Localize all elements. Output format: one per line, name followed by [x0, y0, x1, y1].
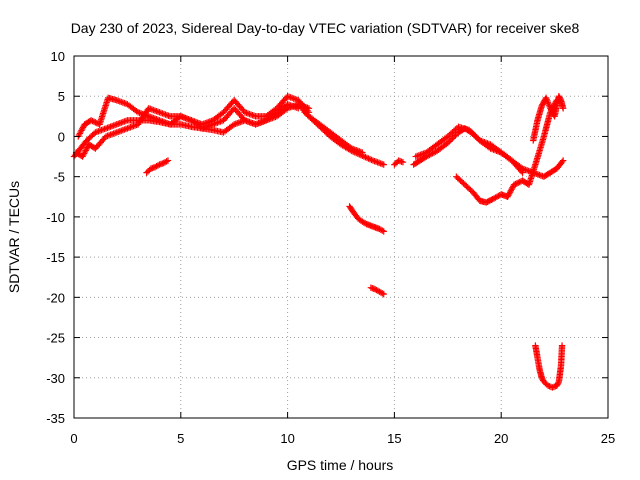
y-tick-label: 10: [51, 49, 65, 64]
data-point: [380, 290, 387, 298]
y-tick-label: -5: [53, 170, 65, 185]
series-track-k: [412, 123, 526, 176]
y-axis-label: SDTVAR / TECUs: [6, 181, 22, 293]
data-point: [449, 135, 456, 142]
series-track-h: [367, 284, 387, 298]
data-point: [559, 105, 567, 112]
data-point: [359, 149, 366, 156]
data-point: [363, 154, 371, 162]
x-tick-label: 5: [177, 431, 184, 446]
x-axis-label: GPS time / hours: [287, 457, 394, 473]
data-point: [450, 133, 458, 141]
data-point: [399, 158, 407, 166]
series-track-g: [346, 203, 387, 235]
series-track-e: [295, 101, 366, 156]
data-point: [447, 130, 455, 137]
data-point: [519, 169, 526, 176]
data-point: [380, 228, 387, 235]
data-point: [467, 128, 474, 135]
data-point: [90, 118, 98, 125]
y-tick-label: -10: [46, 210, 65, 225]
data-point: [379, 290, 386, 297]
series-track-n: [532, 342, 566, 391]
data-point: [473, 134, 480, 141]
series-track-m: [530, 93, 567, 144]
data-point: [450, 127, 458, 135]
data-point: [470, 131, 477, 138]
data-point: [469, 129, 476, 137]
y-tick-label: -30: [46, 371, 65, 386]
x-tick-label: 0: [70, 431, 77, 446]
series-track-f: [143, 157, 172, 176]
data-point: [559, 157, 567, 164]
data-point: [545, 102, 553, 109]
grid-lines: [74, 56, 608, 418]
series-track-l: [453, 97, 560, 206]
data-point: [465, 126, 473, 134]
data-point: [542, 94, 550, 102]
data-point: [379, 227, 386, 234]
y-tick-label: -20: [46, 290, 65, 305]
data-point: [518, 167, 525, 175]
data-point: [543, 96, 550, 103]
data-point: [366, 155, 374, 163]
data-point: [365, 155, 372, 162]
y-tick-label: -35: [46, 411, 65, 426]
x-tick-label: 15: [387, 431, 401, 446]
data-point: [368, 156, 375, 164]
data-point: [513, 180, 521, 187]
data-point: [446, 131, 453, 139]
data-point: [544, 97, 551, 105]
x-tick-label: 25: [601, 431, 615, 446]
data-point: [446, 138, 453, 145]
data-point: [510, 181, 518, 188]
x-tick-label: 20: [494, 431, 508, 446]
data-point: [452, 132, 459, 139]
series-track-d: [301, 109, 387, 168]
data-point: [554, 379, 562, 387]
series-track-b: [75, 93, 313, 140]
data-point: [444, 139, 451, 147]
data-point: [444, 133, 451, 140]
data-point: [154, 162, 162, 169]
series-track-i: [391, 157, 407, 168]
data-point: [512, 180, 519, 188]
data-point: [89, 117, 96, 125]
data-point: [380, 161, 387, 168]
series-track-c: [72, 101, 302, 160]
data-point: [452, 126, 459, 133]
x-tick-label: 10: [280, 431, 294, 446]
plot-frame: [73, 55, 609, 419]
y-tick-label: -25: [46, 331, 65, 346]
y-tick-label: -15: [46, 250, 65, 265]
data-point: [544, 99, 552, 106]
axis-ticks: 0 5 10 15 20 25 -35 -30 -25 -20 -15 -10 -5 0 5 10: [46, 49, 615, 446]
data-point: [558, 342, 566, 349]
data-point: [360, 153, 368, 160]
data-point: [546, 103, 553, 110]
data-marks: [70, 93, 567, 391]
data-point: [449, 129, 456, 136]
data-point: [164, 157, 172, 164]
data-point: [87, 117, 95, 124]
data-point: [545, 100, 552, 108]
data-point: [163, 158, 170, 165]
data-point: [447, 136, 455, 144]
y-tick-label: 0: [58, 129, 65, 144]
chart-title: Day 230 of 2023, Sidereal Day-to-day VTE…: [71, 20, 580, 36]
data-point: [472, 132, 479, 140]
data-point: [558, 158, 566, 166]
data-point: [515, 179, 522, 186]
data-point: [362, 153, 369, 161]
y-tick-label: 5: [58, 89, 65, 104]
